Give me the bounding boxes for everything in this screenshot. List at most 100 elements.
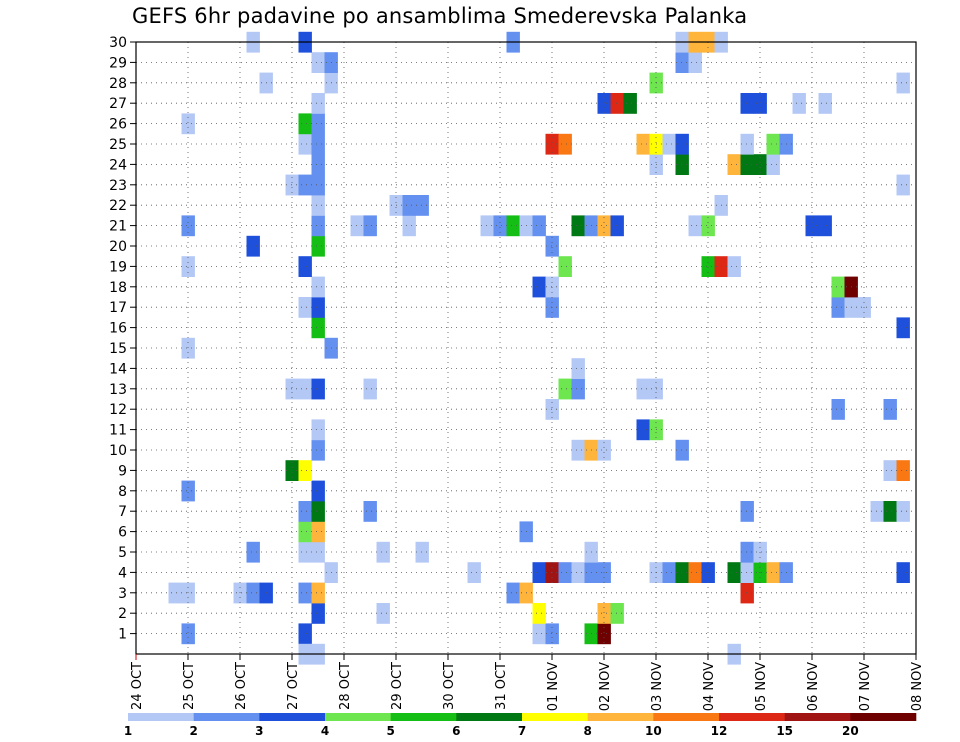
colorbar-label: 7 <box>518 724 526 738</box>
heatmap-cell <box>181 215 195 237</box>
colorbar-label: 6 <box>452 724 460 738</box>
heatmap-cell <box>571 358 585 379</box>
heatmap-cell <box>285 460 299 481</box>
heatmap-cell <box>597 603 611 624</box>
colorbar-label: 2 <box>189 724 197 738</box>
colorbar-label: 1 <box>124 724 132 738</box>
heatmap-cell <box>376 603 390 624</box>
heatmap-cell <box>766 562 780 583</box>
heatmap-cell <box>402 195 416 216</box>
colorbar-swatch <box>390 713 457 721</box>
heatmap-cell <box>740 154 754 175</box>
heatmap-cell <box>311 317 325 339</box>
y-tick-label: 12 <box>109 402 127 418</box>
heatmap-cell <box>415 541 429 563</box>
heatmap-cell <box>571 562 585 583</box>
x-tick-label: 30 OCT <box>442 662 457 710</box>
x-tick-label: 26 OCT <box>234 662 249 710</box>
heatmap-cell <box>506 582 520 604</box>
y-tick-label: 9 <box>118 463 127 479</box>
heatmap-cell <box>311 480 325 502</box>
y-tick-label: 14 <box>109 361 127 377</box>
chart-title: GEFS 6hr padavine po ansamblima Smederev… <box>132 4 748 28</box>
y-tick-label: 13 <box>109 382 127 398</box>
colorbar-label: 5 <box>386 724 394 738</box>
heatmap-cell <box>558 133 572 155</box>
heatmap-cell <box>532 603 546 624</box>
heatmap-cell <box>311 439 325 461</box>
heatmap-cell <box>532 215 546 237</box>
y-tick-label: 16 <box>109 321 127 337</box>
heatmap-cell <box>311 235 325 257</box>
y-tick-label: 11 <box>109 423 127 439</box>
heatmap-cell <box>376 541 390 563</box>
colorbar-swatch <box>325 713 391 721</box>
colorbar: 1 2 3 4 5 6 7 8 10 12 15 20 <box>124 713 917 738</box>
heatmap-cell <box>545 235 559 257</box>
heatmap-cell <box>740 93 754 114</box>
heatmap-cell <box>298 623 312 645</box>
y-tick-label: 26 <box>109 117 127 133</box>
y-tick-label: 27 <box>109 96 127 112</box>
heatmap-cell <box>623 93 637 114</box>
y-tick-label: 28 <box>109 76 127 92</box>
colorbar-swatch <box>850 713 917 721</box>
x-tick-label: 05 NOV <box>754 662 769 711</box>
heatmap-cell <box>181 113 195 135</box>
colorbar-swatch <box>719 713 785 721</box>
heatmap-cell <box>883 399 897 420</box>
heatmap-cell <box>181 480 195 502</box>
heatmap-cell <box>675 562 689 583</box>
heatmap-cell <box>571 378 585 400</box>
x-tick-label: 06 NOV <box>806 662 821 711</box>
y-tick-label: 7 <box>118 504 127 520</box>
colorbar-swatch <box>784 713 851 721</box>
heatmap-cell <box>311 215 325 237</box>
heatmap-cell <box>363 378 377 400</box>
heatmap-cell <box>727 562 741 583</box>
colorbar-swatch <box>587 713 654 721</box>
y-tick-label: 3 <box>118 586 127 602</box>
heatmap-cell <box>792 93 806 114</box>
heatmap-cell <box>727 256 741 277</box>
heatmap-cell <box>311 297 325 318</box>
heatmap-cell <box>311 501 325 522</box>
heatmap-cell <box>597 93 611 114</box>
y-tick-label: 10 <box>109 443 127 459</box>
colorbar-label: 12 <box>711 724 728 738</box>
heatmap-cell <box>597 439 611 461</box>
heatmap-cell <box>675 439 689 461</box>
heatmap-cell <box>896 460 910 481</box>
heatmap-cell <box>740 562 754 583</box>
y-tick-label: 4 <box>118 565 127 581</box>
heatmap-cell <box>740 582 754 604</box>
heatmap-cell <box>298 174 312 196</box>
heatmap-cell <box>753 93 767 114</box>
colorbar-swatch <box>193 713 260 721</box>
heatmap-cell <box>506 215 520 237</box>
heatmap-cell <box>675 154 689 175</box>
heatmap-cell <box>311 93 325 114</box>
heatmap-cell <box>532 562 546 583</box>
y-tick-label: 29 <box>109 55 127 71</box>
y-tick-label: 21 <box>109 219 127 235</box>
x-tick-label: 28 OCT <box>338 662 353 710</box>
heatmap-cell <box>740 133 754 155</box>
y-tick-label: 19 <box>109 259 127 275</box>
heatmap-cell <box>805 215 819 237</box>
y-tick-label: 1 <box>118 627 127 643</box>
y-tick-label: 22 <box>109 198 127 214</box>
heatmap-cell <box>402 215 416 237</box>
heatmap-cell <box>727 154 741 175</box>
heatmap-cell <box>311 133 325 155</box>
x-tick-label: 31 OCT <box>494 662 509 710</box>
heatmap-cell <box>298 378 312 400</box>
heatmap-cell <box>870 501 884 522</box>
heatmap-cell <box>740 501 754 522</box>
x-tick-label: 27 OCT <box>286 662 301 710</box>
heatmap-cell <box>610 93 624 114</box>
heatmap-cell <box>636 419 650 441</box>
x-tick-label: 25 OCT <box>182 662 197 710</box>
heatmap-cell <box>766 133 780 155</box>
heatmap-cell <box>701 256 715 277</box>
